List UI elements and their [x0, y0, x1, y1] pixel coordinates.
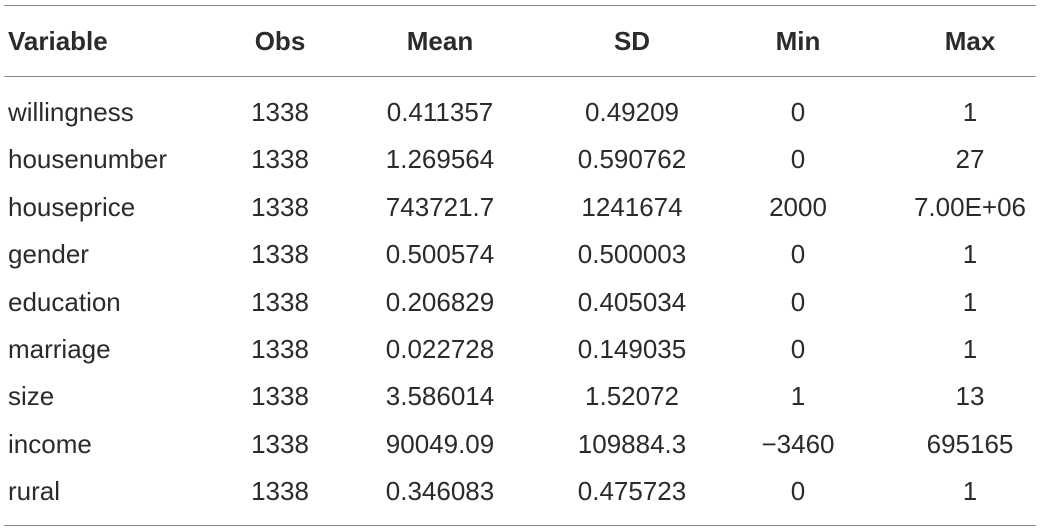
- top-rule: [4, 5, 1036, 6]
- table-cell: 0: [790, 97, 806, 127]
- table-cell: 0: [790, 144, 806, 175]
- table-cell: 0.500003: [577, 239, 687, 270]
- table-cell: −3460: [761, 428, 835, 459]
- table-cell: 27: [955, 144, 985, 175]
- table-cell: 0.475723: [577, 476, 687, 507]
- table-cell: 1338: [251, 239, 309, 270]
- table-cell: 0: [790, 286, 806, 317]
- table-cell: 1338: [251, 334, 309, 364]
- row-label: income: [8, 428, 92, 459]
- table-cell: 1338: [251, 144, 309, 175]
- header-cell: Mean: [406, 26, 474, 56]
- header-cell: Max: [944, 26, 996, 56]
- table-cell: 3.586014: [385, 381, 495, 412]
- table-cell: 0.49209: [585, 97, 679, 127]
- table-cell: 7.00E+06: [913, 191, 1027, 222]
- table-cell: 1241674: [581, 191, 683, 222]
- table-cell: 695165: [926, 428, 1014, 459]
- row-label: gender: [8, 239, 89, 270]
- table-cell: 0: [790, 476, 806, 507]
- table-cell: 0.500574: [385, 239, 495, 270]
- table-cell: 109884.3: [577, 428, 687, 459]
- row-label: rural: [8, 476, 61, 507]
- table-cell: 1.269564: [385, 144, 495, 175]
- table-cell: 1: [962, 97, 978, 127]
- table-cell: 1: [790, 381, 806, 412]
- table-cell: 1338: [251, 286, 309, 317]
- header-cell: Variable: [8, 26, 108, 56]
- table-cell: 0.411357: [386, 97, 494, 127]
- header-cell: Obs: [254, 26, 306, 56]
- header-rule: [4, 76, 1036, 77]
- table-cell: 0.346083: [385, 476, 495, 507]
- table-cell: 1.52072: [585, 381, 679, 412]
- table-cell: 0.022728: [385, 334, 495, 364]
- row-label: education: [8, 286, 121, 317]
- table-cell: 743721.7: [385, 191, 495, 222]
- table-cell: 0.590762: [577, 144, 687, 175]
- table-cell: 1338: [251, 191, 309, 222]
- table-cell: 0.149035: [577, 334, 687, 364]
- table-cell: 1338: [251, 381, 309, 412]
- table-cell: 0: [790, 334, 806, 364]
- table-cell: 1: [962, 334, 978, 364]
- header-cell: Min: [775, 26, 821, 56]
- table-cell: 90049.09: [385, 428, 495, 459]
- row-label: willingness: [8, 97, 134, 127]
- table-cell: 1: [962, 476, 978, 507]
- table-cell: 1338: [251, 476, 309, 507]
- table-cell: 2000: [769, 191, 827, 222]
- table-cell: 0: [790, 239, 806, 270]
- table-cell: 0.405034: [577, 286, 687, 317]
- row-label: marriage: [8, 334, 111, 364]
- table-cell: 1: [962, 286, 978, 317]
- table-cell: 1338: [251, 428, 309, 459]
- table-cell: 13: [955, 381, 985, 412]
- bottom-rule: [4, 525, 1036, 526]
- table-cell: 0.206829: [385, 286, 495, 317]
- row-label: size: [8, 381, 55, 412]
- row-label: housenumber: [8, 144, 167, 175]
- row-label: houseprice: [8, 191, 136, 222]
- table-cell: 1: [962, 239, 978, 270]
- header-cell: SD: [613, 26, 651, 56]
- table-cell: 1338: [251, 97, 309, 127]
